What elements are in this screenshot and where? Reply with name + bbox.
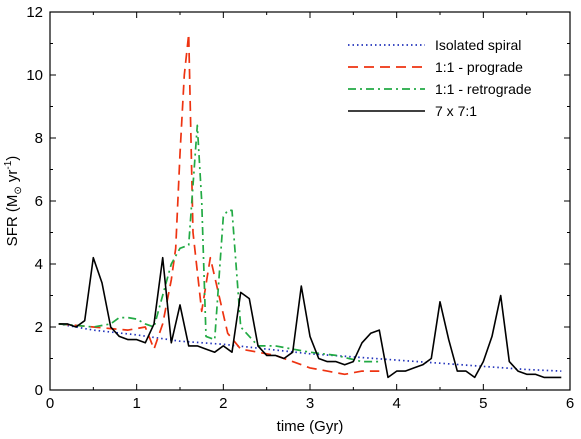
y-tick-label: 6 [35,193,43,210]
y-axis-title-prefix: SFR (M [4,195,21,247]
x-tick-label: 3 [306,395,314,412]
x-tick-label: 2 [219,395,227,412]
series-line-0 [58,323,562,372]
x-tick-label: 6 [566,395,574,412]
y-axis-title-suffix: ) [4,156,21,161]
x-tick-label: 5 [479,395,487,412]
series-line-3 [58,256,562,379]
series-line-2 [58,124,380,363]
y-tick-label: 8 [35,130,43,147]
y-axis-title: SFR (M⊙ yr-1) [3,156,24,247]
series-layer [58,33,562,379]
y-axis-title-sup: -1 [3,160,14,169]
y-axis-title-sub: ⊙ [13,186,24,194]
y-tick-label: 4 [35,256,43,273]
y-tick-label: 2 [35,319,43,336]
legend-label-3: 7 x 7:1 [435,103,477,119]
x-tick-label: 1 [132,395,140,412]
y-tick-label: 10 [26,67,43,84]
y-axis-title-mid: yr [4,170,21,187]
x-tick-label: 0 [46,395,54,412]
y-tick-label: 0 [35,382,43,399]
y-tick-label: 12 [26,4,43,21]
series-line-1 [58,33,380,376]
legend: Isolated spiral 1:1 - prograde 1:1 - retro… [348,37,532,119]
x-axis-title: time (Gyr) [277,418,344,435]
x-tick-label: 4 [392,395,400,412]
legend-label-2: 1:1 - retrograde [435,81,532,97]
legend-label-1: 1:1 - prograde [435,59,523,75]
legend-label-0: Isolated spiral [435,37,521,53]
